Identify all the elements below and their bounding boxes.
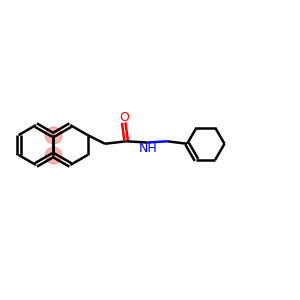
Text: O: O [119,111,129,124]
Text: NH: NH [139,142,158,155]
